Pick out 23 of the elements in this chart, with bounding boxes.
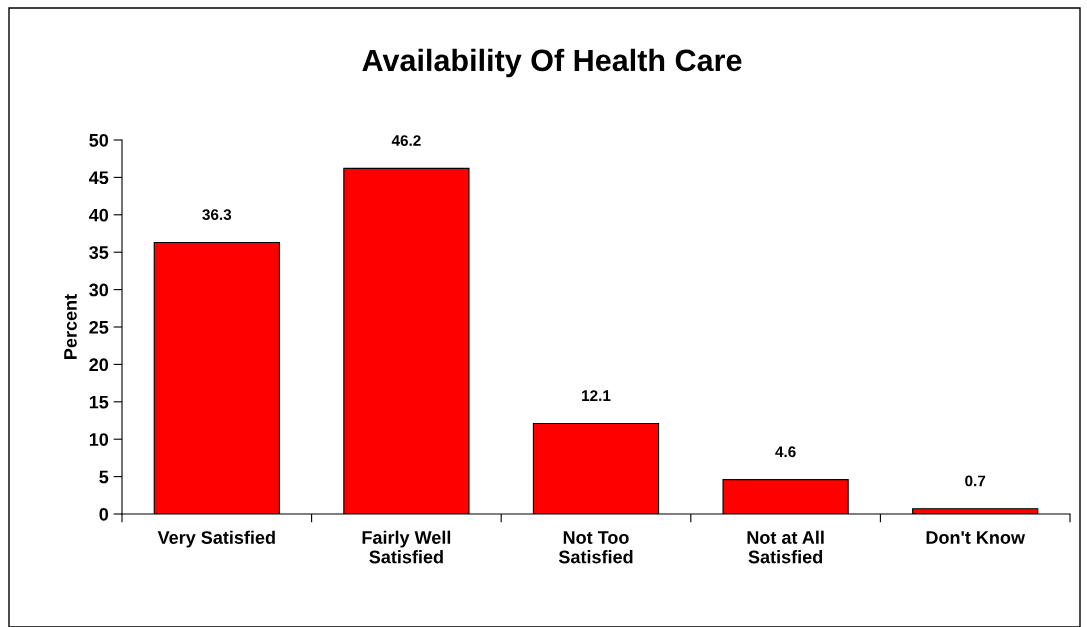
data-label: 0.7 — [965, 475, 986, 487]
x-tick-label: Not Too Satisfied — [558, 531, 633, 564]
data-label: 4.6 — [775, 446, 796, 458]
y-axis-title: Percent — [64, 294, 77, 359]
y-tick-label: 35 — [89, 246, 109, 259]
y-tick-label: 10 — [89, 433, 109, 446]
y-tick-label: 40 — [89, 208, 109, 222]
data-label: 12.1 — [582, 390, 611, 401]
data-label: 46.2 — [391, 135, 421, 146]
y-tick-label: 5 — [99, 470, 109, 484]
x-tick-label: Fairly Well Satisfied — [362, 530, 451, 564]
y-tick-label: 30 — [89, 283, 109, 297]
y-tick-label: 50 — [89, 133, 109, 147]
y-tick-label: 25 — [89, 320, 109, 334]
y-tick-label: 45 — [89, 171, 109, 185]
y-tick-label: 20 — [89, 358, 109, 372]
y-tick-label: 15 — [89, 395, 109, 409]
x-tick-label: Don't Know — [926, 531, 1026, 544]
data-label: 36.3 — [202, 209, 232, 221]
y-tick-label: 0 — [99, 507, 109, 521]
x-tick-label: Very Satisfied — [157, 530, 275, 548]
x-tick-label: Not at All Satisfied — [747, 530, 824, 564]
chart-title: Availability Of Health Care — [362, 48, 742, 78]
